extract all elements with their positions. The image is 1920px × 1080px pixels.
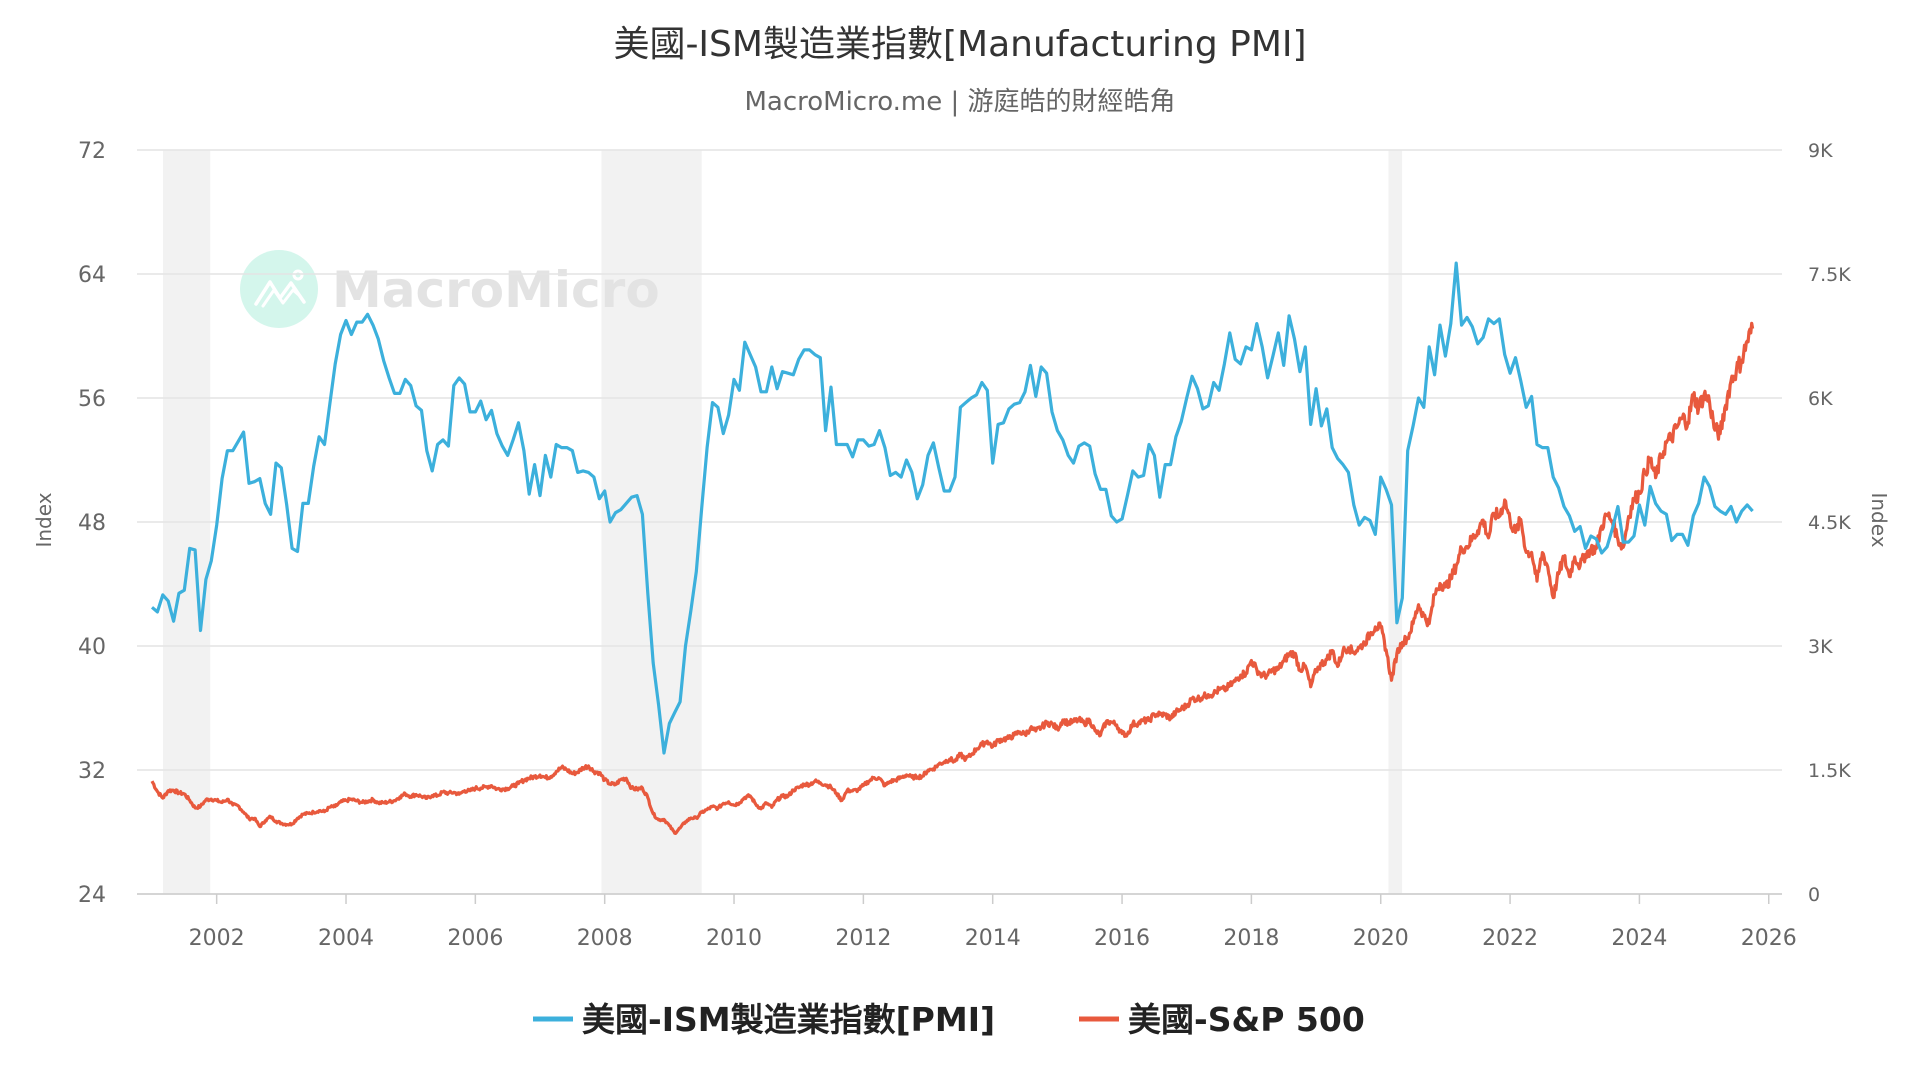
series-sp500 xyxy=(150,321,1755,836)
y-axis-left-title: Index xyxy=(32,492,56,547)
legend-label-sp500: 美國-S&P 500 xyxy=(1128,1000,1365,1039)
y-left-tick-label: 64 xyxy=(78,263,106,288)
watermark: MacroMicro xyxy=(240,250,660,328)
y-right-tick-label: 1.5K xyxy=(1808,760,1851,782)
x-tick-label: 2014 xyxy=(965,926,1021,951)
x-tick-label: 2026 xyxy=(1741,926,1797,951)
x-tick-label: 2020 xyxy=(1353,926,1409,951)
x-tick-label: 2008 xyxy=(577,926,633,951)
sp500-line xyxy=(150,321,1755,836)
y-right-tick-label: 0 xyxy=(1808,884,1820,906)
y-left-tick-label: 40 xyxy=(78,635,106,660)
pmi-line xyxy=(150,261,1754,755)
y-right-tick-label: 7.5K xyxy=(1808,264,1851,286)
legend-item-pmi[interactable]: 美國-ISM製造業指數[PMI] xyxy=(533,1000,995,1039)
x-tick-label: 2004 xyxy=(318,926,374,951)
y-axis-left: 72 64 56 48 40 32 24 xyxy=(78,139,106,908)
x-tick-label: 2024 xyxy=(1611,926,1667,951)
x-tick-label: 2006 xyxy=(447,926,503,951)
y-right-tick-label: 4.5K xyxy=(1808,512,1851,534)
y-left-tick-label: 24 xyxy=(78,883,106,908)
legend: 美國-ISM製造業指數[PMI] 美國-S&P 500 xyxy=(533,1000,1365,1039)
x-tick-label: 2016 xyxy=(1094,926,1150,951)
y-right-tick-label: 9K xyxy=(1808,140,1833,162)
x-axis: 2002 2004 2006 2008 2010 2012 2014 2016 2018 2020… xyxy=(137,893,1797,951)
x-tick-label: 2012 xyxy=(835,926,891,951)
legend-label-pmi: 美國-ISM製造業指數[PMI] xyxy=(582,1000,995,1039)
chart-title: 美國-ISM製造業指數[Manufacturing PMI] xyxy=(613,24,1306,65)
y-left-tick-label: 32 xyxy=(78,759,106,784)
x-tick-label: 2018 xyxy=(1223,926,1279,951)
watermark-chart-glyph2-icon xyxy=(261,288,302,308)
y-left-tick-label: 72 xyxy=(78,139,106,164)
x-tick-label: 2010 xyxy=(706,926,762,951)
watermark-logo-icon xyxy=(240,250,318,328)
legend-item-sp500[interactable]: 美國-S&P 500 xyxy=(1079,1000,1365,1039)
y-left-tick-label: 48 xyxy=(78,511,106,536)
y-axis-right-title: Index xyxy=(1867,492,1891,547)
watermark-dot-icon xyxy=(292,269,304,281)
y-axis-right: 9K 7.5K 6K 4.5K 3K 1.5K 0 xyxy=(1808,140,1851,906)
series-pmi xyxy=(150,261,1754,755)
watermark-text: MacroMicro xyxy=(332,261,660,319)
y-right-tick-label: 3K xyxy=(1808,636,1833,658)
chart-subtitle: MacroMicro.me | 游庭皓的財經皓角 xyxy=(744,87,1175,117)
y-right-tick-label: 6K xyxy=(1808,388,1833,410)
y-left-tick-label: 56 xyxy=(78,387,106,412)
x-tick-label: 2002 xyxy=(189,926,245,951)
x-tick-label: 2022 xyxy=(1482,926,1538,951)
